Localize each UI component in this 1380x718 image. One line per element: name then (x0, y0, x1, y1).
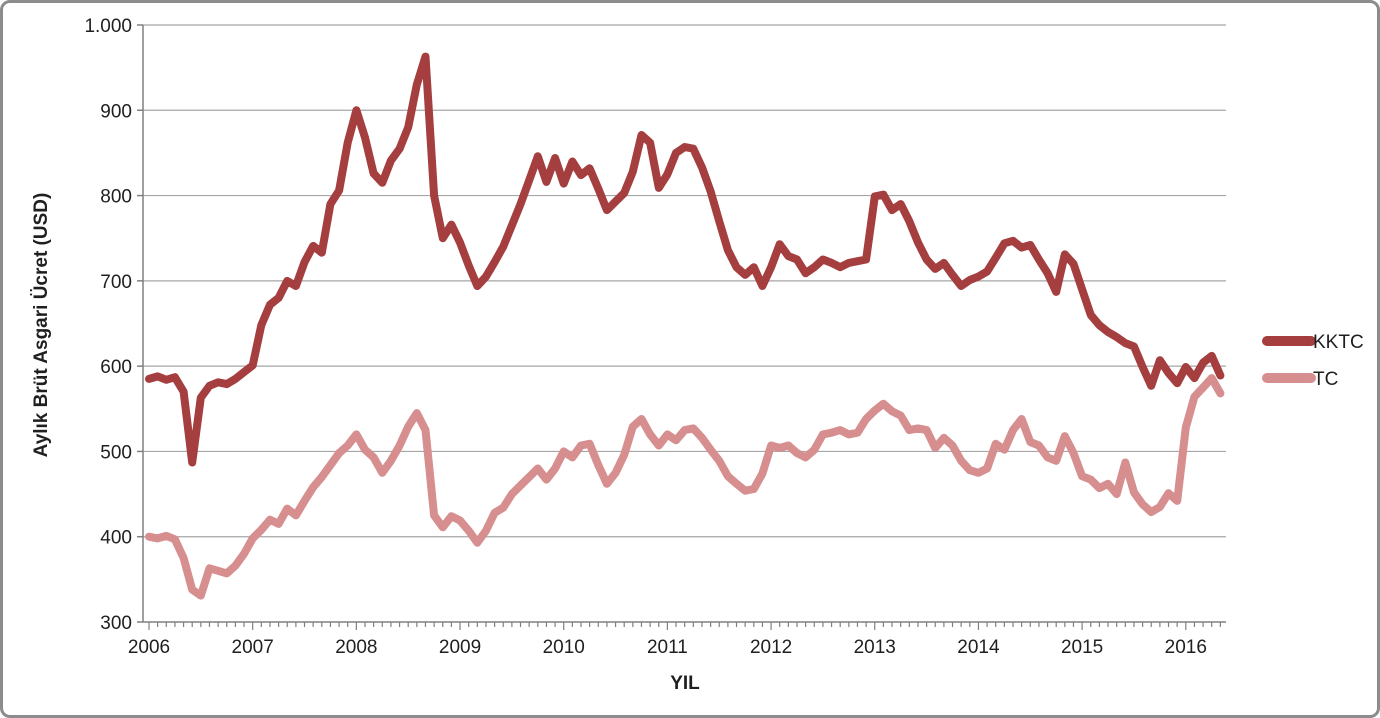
y-tick-label-700: 700 (100, 272, 132, 293)
x-tick-label-2014: 2014 (957, 637, 1000, 658)
y-tick-label-1.000: 1.000 (84, 16, 132, 37)
x-tick-label-2008: 2008 (335, 637, 377, 658)
x-tick-label-2009: 2009 (439, 637, 481, 658)
y-tick-label-400: 400 (100, 528, 132, 549)
y-tick-label-500: 500 (100, 442, 132, 463)
y-axis-title: Aylık Brüt Asgari Ücret (USD) (31, 193, 52, 458)
y-tick-label-600: 600 (100, 357, 132, 378)
series-line-tc (145, 374, 1225, 600)
x-tick-label-2010: 2010 (543, 637, 585, 658)
y-axis-tick-labels: 300 400 500 600 700 800 900 1.000 (84, 16, 132, 634)
y-tick-label-800: 800 (100, 187, 132, 208)
x-axis-tick-labels: 2006 2007 2008 2009 2010 2011 2012 2013 2014 2015… (128, 637, 1207, 658)
x-tick-label-2012: 2012 (750, 637, 792, 658)
y-tick-label-300: 300 (100, 613, 132, 634)
legend-label-tc: TC (1313, 369, 1338, 390)
x-tick-label-2015: 2015 (1061, 637, 1103, 658)
y-tick-label-900: 900 (100, 101, 132, 122)
series-line-kktc (145, 52, 1225, 467)
gridlines (143, 24, 1226, 538)
x-tick-label-2011: 2011 (647, 637, 688, 658)
x-tick-label-2013: 2013 (854, 637, 896, 658)
x-tick-label-2016: 2016 (1165, 637, 1207, 658)
series-lines (145, 52, 1225, 600)
x-axis-title: YIL (670, 673, 700, 694)
legend: KKTC TC (1262, 332, 1364, 390)
legend-label-kktc: KKTC (1313, 332, 1364, 353)
axes (137, 24, 1226, 630)
x-tick-label-2006: 2006 (128, 637, 170, 658)
x-tick-label-2007: 2007 (232, 637, 274, 658)
